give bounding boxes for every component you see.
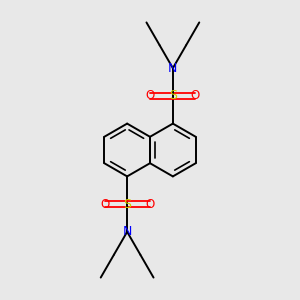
Text: S: S bbox=[169, 89, 177, 102]
Text: O: O bbox=[146, 89, 155, 102]
Text: O: O bbox=[145, 198, 154, 211]
Text: O: O bbox=[100, 198, 109, 211]
Text: N: N bbox=[168, 62, 178, 75]
Text: S: S bbox=[123, 198, 131, 211]
Text: N: N bbox=[122, 225, 132, 238]
Text: O: O bbox=[191, 89, 200, 102]
